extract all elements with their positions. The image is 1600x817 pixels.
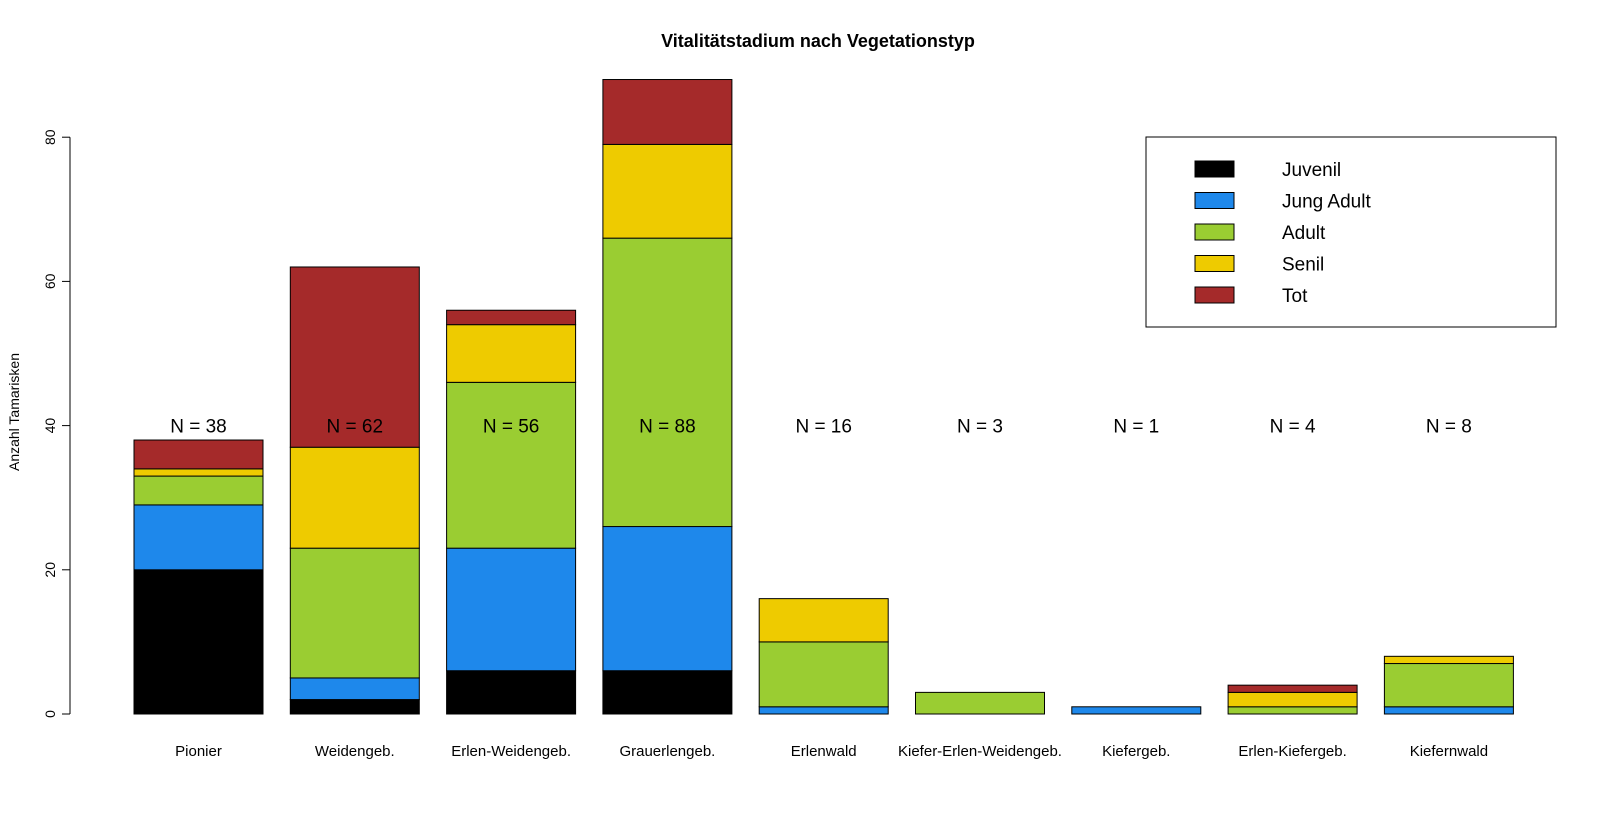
category-labels: Pionier Weidengeb. Erlen-Weidengeb. Grauerl… <box>175 743 1488 760</box>
legend-label: Adult <box>1282 223 1326 244</box>
bar-segment <box>133 468 264 477</box>
bar-segment <box>915 691 1045 715</box>
category-label: Weidengeb. <box>315 743 395 760</box>
bar-segment <box>1227 684 1358 693</box>
legend-swatch <box>1194 192 1235 209</box>
count-annotation: N = 16 <box>795 417 852 438</box>
category-label: Kiefergeb. <box>1102 743 1170 760</box>
bar-segment <box>289 446 420 549</box>
y-tick-label: 80 <box>42 129 58 145</box>
legend: Juvenil Jung Adult Adult Senil Tot <box>1145 136 1557 328</box>
legend-swatch <box>1194 255 1235 272</box>
y-tick-label: 0 <box>42 710 58 718</box>
bar-segment <box>289 699 420 715</box>
bar-segment <box>1227 691 1358 708</box>
bar-segment <box>1227 706 1358 715</box>
bar-segment <box>446 547 577 672</box>
bar-segment <box>602 237 733 528</box>
bar-segment <box>1383 655 1514 665</box>
count-annotation: N = 8 <box>1426 417 1472 438</box>
bar-segment <box>1383 706 1514 715</box>
count-annotation: N = 1 <box>1113 417 1159 438</box>
category-label: Pionier <box>175 743 222 760</box>
bar-segment <box>133 439 264 470</box>
count-annotations: N = 38 N = 62 N = 56 N = 88 N = 16 N = 3 N = 1… <box>170 417 1472 438</box>
legend-swatch <box>1194 160 1235 178</box>
y-tick-label: 60 <box>42 273 58 289</box>
bar-segment <box>446 309 577 326</box>
legend-label: Tot <box>1282 286 1308 307</box>
bar-segment <box>602 143 733 239</box>
bar-segment <box>446 324 577 383</box>
category-label: Erlenwald <box>791 743 857 760</box>
bar-segment <box>133 475 264 506</box>
category-label: Kiefernwald <box>1410 743 1488 760</box>
bar-segment <box>289 677 420 701</box>
y-tick-label: 20 <box>42 562 58 578</box>
bar-segment <box>602 670 733 715</box>
bar-segment <box>446 670 577 715</box>
y-tick-label: 40 <box>42 418 58 434</box>
legend-label: Jung Adult <box>1282 192 1371 213</box>
legend-swatch <box>1194 286 1235 304</box>
count-annotation: N = 3 <box>957 417 1003 438</box>
bar-segment <box>133 569 264 715</box>
category-label: Grauerlengeb. <box>619 743 715 760</box>
count-annotation: N = 62 <box>327 417 384 438</box>
bar-segment <box>446 381 577 549</box>
legend-label: Juvenil <box>1282 160 1341 181</box>
legend-label: Senil <box>1282 255 1324 276</box>
bar-segment <box>289 547 420 679</box>
category-label: Kiefer-Erlen-Weidengeb. <box>898 743 1062 760</box>
count-annotation: N = 56 <box>483 417 540 438</box>
bar-segment <box>602 526 733 672</box>
bar-segment <box>289 266 420 448</box>
legend-swatch <box>1194 223 1235 241</box>
bar-segment <box>1071 706 1202 715</box>
category-label: Erlen-Weidengeb. <box>451 743 571 760</box>
count-annotation: N = 88 <box>639 417 696 438</box>
category-label: Erlen-Kiefergeb. <box>1238 743 1346 760</box>
bar-segment <box>133 504 264 571</box>
bar-segment <box>602 79 733 145</box>
bar-segment <box>758 598 889 643</box>
bars <box>133 79 1514 715</box>
bar-segment <box>758 706 889 715</box>
y-axis: 0 20 40 60 80 <box>42 129 71 718</box>
chart-title: Vitalitätstadium nach Vegetationstyp <box>661 31 975 51</box>
count-annotation: N = 4 <box>1270 417 1316 438</box>
bar-segment <box>758 641 889 708</box>
y-axis-title: Anzahl Tamarisken <box>6 353 22 471</box>
count-annotation: N = 38 <box>170 417 227 438</box>
bar-segment <box>1383 663 1514 708</box>
